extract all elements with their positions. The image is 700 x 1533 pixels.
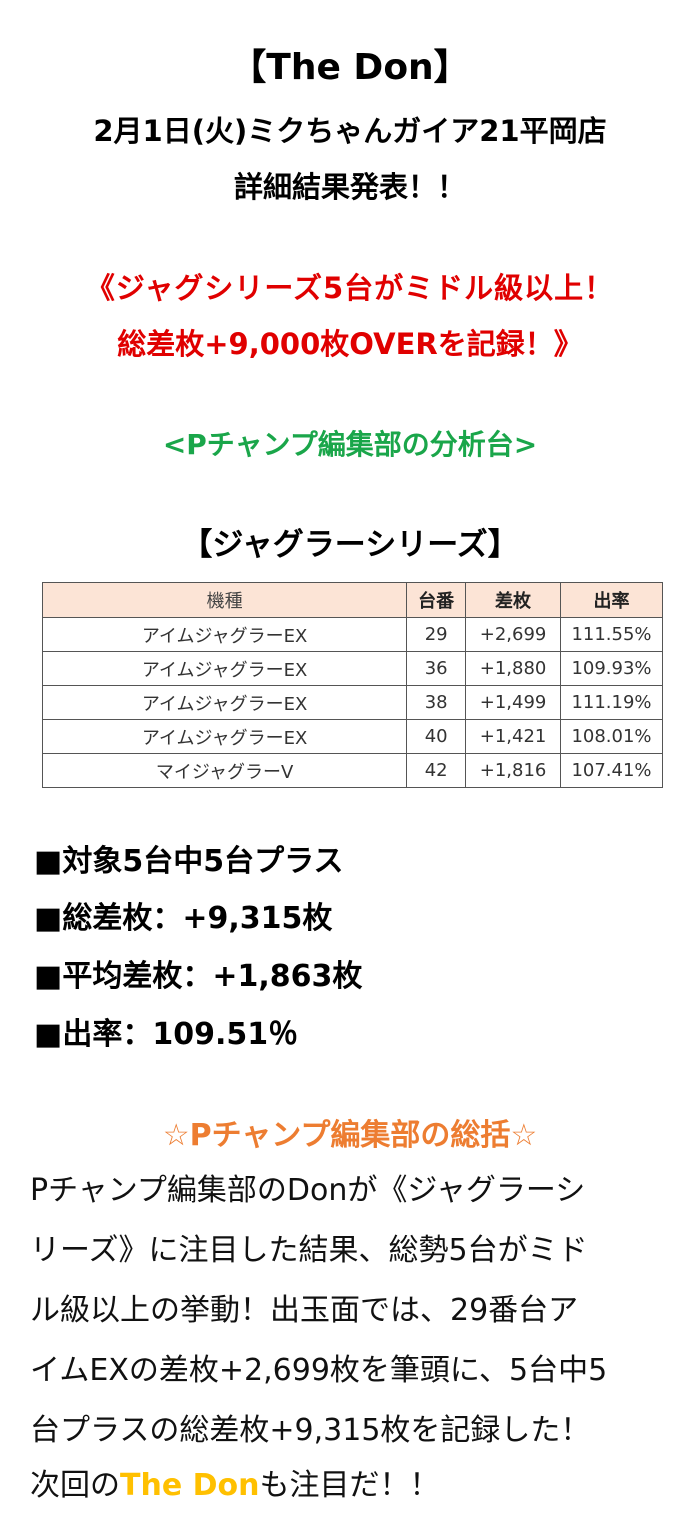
stat-plus-count: ■対象5台中5台プラス: [34, 844, 344, 879]
stat-total-diff: ■総差枚：+9,315枚: [34, 901, 333, 936]
diff-cell: +1,421: [465, 719, 562, 754]
results-announcement: 詳細結果発表！！: [233, 170, 466, 204]
summary-line: ル級以上の挙動！出玉面では、29番台ア: [30, 1293, 579, 1328]
summary-line: Pチャンプ編集部のDonが《ジャグラーシ: [30, 1173, 586, 1208]
number-cell: 40: [406, 719, 467, 754]
series-title: 【ジャグラーシリーズ】: [181, 527, 519, 563]
diff-cell: +1,880: [465, 651, 562, 686]
analysis-label: <Pチャンプ編集部の分析台>: [162, 428, 538, 461]
number-cell: 36: [406, 651, 467, 686]
diff-cell: +2,699: [465, 617, 562, 652]
headline-line-1: 《ジャグシリーズ5台がミドル級以上！: [85, 271, 615, 305]
stat-average-diff: ■平均差枚：+1,863枚: [34, 959, 363, 994]
machine-cell: マイジャグラーV: [41, 753, 408, 788]
summary-line: 台プラスの総差枚+9,315枚を記録した！: [30, 1413, 591, 1448]
rate-cell: 108.01%: [560, 719, 663, 754]
number-cell: 29: [406, 617, 467, 652]
column-header-diff: 差枚: [465, 582, 562, 618]
rate-cell: 107.41%: [560, 753, 663, 788]
summary-line: イムEXの差枚+2,699枚を筆頭に、5台中5: [30, 1353, 608, 1388]
machine-cell: アイムジャグラーEX: [41, 617, 408, 652]
results-table: 機種 台番 差枚 出率 アイムジャグラーEX 29 +2,699 111.55%…: [41, 582, 663, 788]
number-cell: 38: [406, 685, 467, 720]
rate-cell: 109.93%: [560, 651, 663, 686]
summary-title: ☆Pチャンプ編集部の総括☆: [162, 1118, 538, 1153]
table-row: アイムジャグラーEX 36 +1,880 109.93%: [41, 651, 663, 686]
rate-cell: 111.19%: [560, 685, 663, 720]
table-header-row: 機種 台番 差枚 出率: [41, 582, 663, 618]
the-don-highlight: The Don: [120, 1468, 260, 1503]
headline-line-2: 総差枚+9,000枚OVERを記録！》: [117, 327, 583, 361]
closing-prefix: 次回の: [30, 1468, 120, 1503]
column-header-rate: 出率: [560, 582, 663, 618]
stat-payout-rate: ■出率：109.51％: [34, 1017, 299, 1052]
table-row: マイジャグラーV 42 +1,816 107.41%: [41, 753, 663, 788]
machine-cell: アイムジャグラーEX: [41, 719, 408, 754]
column-header-number: 台番: [406, 582, 467, 618]
table-row: アイムジャグラーEX 29 +2,699 111.55%: [41, 617, 663, 652]
table-row: アイムジャグラーEX 40 +1,421 108.01%: [41, 719, 663, 754]
rate-cell: 111.55%: [560, 617, 663, 652]
machine-cell: アイムジャグラーEX: [41, 685, 408, 720]
number-cell: 42: [406, 753, 467, 788]
diff-cell: +1,816: [465, 753, 562, 788]
summary-line: リーズ》に注目した結果、総勢5台がミド: [30, 1233, 588, 1268]
diff-cell: +1,499: [465, 685, 562, 720]
machine-cell: アイムジャグラーEX: [41, 651, 408, 686]
closing-suffix: も注目だ！！: [259, 1468, 440, 1503]
summary-closing-line: 次回のThe Donも注目だ！！: [30, 1460, 439, 1504]
page-title: 【The Don】: [230, 47, 470, 88]
column-header-machine: 機種: [41, 582, 408, 618]
event-subtitle: 2月1日(火)ミクちゃんガイア21平岡店: [93, 114, 607, 148]
table-row: アイムジャグラーEX 38 +1,499 111.19%: [41, 685, 663, 720]
